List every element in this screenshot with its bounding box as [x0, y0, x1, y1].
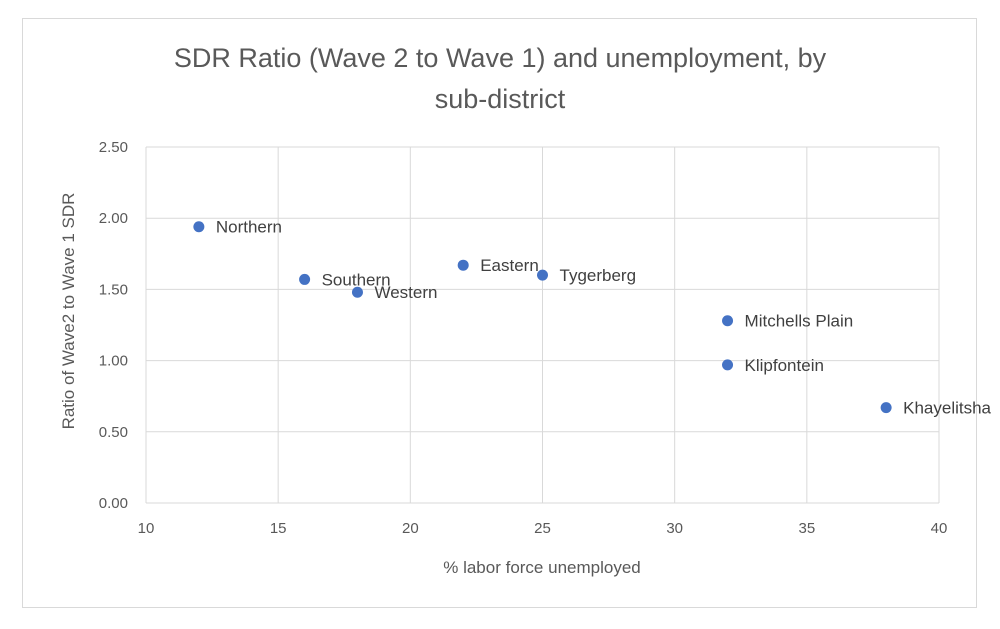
chart-title-line-2: sub-district	[434, 84, 566, 114]
data-label: Western	[374, 283, 437, 302]
x-tick-label: 35	[798, 520, 815, 537]
x-tick-label: 15	[270, 520, 287, 537]
data-label: Mitchells Plain	[745, 312, 854, 331]
x-axis-ticks: 10 15 20 25 30 35 40	[138, 520, 948, 537]
data-point	[457, 259, 469, 271]
data-label: Eastern	[480, 256, 539, 275]
chart-title-line-1: SDR Ratio (Wave 2 to Wave 1) and unemplo…	[173, 43, 827, 73]
data-label: Khayelitsha	[903, 399, 991, 418]
data-label: Klipfontein	[745, 356, 824, 375]
data-point	[351, 286, 363, 298]
y-tick-label: 0.50	[99, 424, 128, 441]
data-points	[193, 221, 892, 414]
data-point	[722, 359, 734, 371]
x-tick-label: 30	[666, 520, 683, 537]
data-point	[722, 315, 734, 327]
x-tick-label: 25	[534, 520, 551, 537]
data-label: Northern	[216, 218, 282, 237]
y-axis-ticks: 0.00 0.50 1.00 1.50 2.00 2.50	[99, 139, 128, 512]
data-point	[880, 402, 892, 414]
y-tick-label: 1.00	[99, 353, 128, 370]
y-tick-label: 2.50	[99, 139, 128, 156]
x-tick-label: 40	[931, 520, 948, 537]
y-axis-title: Ratio of Wave2 to Wave 1 SDR	[59, 193, 78, 430]
y-tick-label: 1.50	[99, 281, 128, 298]
y-tick-label: 2.00	[99, 210, 128, 227]
data-label: Southern	[322, 270, 391, 289]
data-point	[193, 221, 205, 233]
gridlines	[145, 146, 940, 504]
chart-area	[22, 18, 977, 608]
data-point	[537, 269, 548, 281]
data-label: Tygerberg	[560, 266, 637, 285]
chart-title: SDR Ratio (Wave 2 to Wave 1) and unemplo…	[0, 38, 1000, 120]
data-point	[299, 273, 311, 285]
x-axis-title: % labor force unemployed	[443, 558, 641, 577]
x-tick-label: 20	[402, 520, 419, 537]
y-tick-label: 0.00	[99, 495, 128, 512]
x-tick-label: 10	[138, 520, 155, 537]
